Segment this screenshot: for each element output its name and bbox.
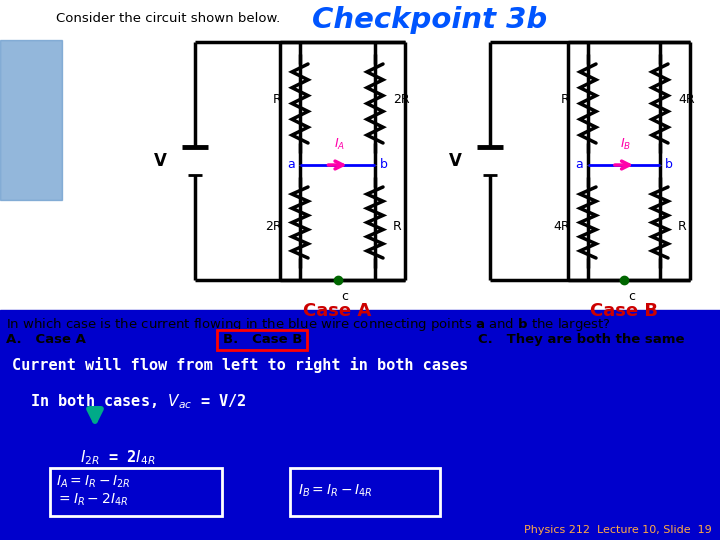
Bar (0, 40, 62, 200)
Text: A.   Case A: A. Case A (6, 333, 86, 346)
Text: R: R (678, 220, 687, 233)
Text: b: b (665, 158, 673, 171)
Bar (0, 310, 720, 540)
Bar (0, 0, 720, 310)
Text: C.   They are both the same: C. They are both the same (478, 333, 685, 346)
Text: Consider the circuit shown below.: Consider the circuit shown below. (56, 11, 280, 24)
Text: R: R (393, 220, 402, 233)
Text: $I_{2R}$ = 2$I_{4R}$: $I_{2R}$ = 2$I_{4R}$ (80, 448, 156, 467)
Text: 2R: 2R (393, 93, 410, 106)
Text: a: a (575, 158, 583, 171)
Text: Current will flow from left to right in both cases: Current will flow from left to right in … (12, 357, 468, 373)
Text: $I_{B}$: $I_{B}$ (621, 137, 631, 152)
Text: Case B: Case B (590, 302, 658, 320)
Bar (290, 468, 440, 516)
Text: V: V (449, 152, 462, 170)
Text: 2R: 2R (266, 220, 282, 233)
Text: Checkpoint 3b: Checkpoint 3b (312, 6, 548, 34)
Text: B.   Case B: B. Case B (223, 333, 302, 346)
Text: Case A: Case A (303, 302, 372, 320)
Bar (50, 468, 222, 516)
Text: $= I_R - 2I_{4R}$: $= I_R - 2I_{4R}$ (56, 492, 128, 508)
Text: 4R: 4R (554, 220, 570, 233)
Text: R: R (274, 93, 282, 106)
Text: In both cases, $V_{ac}$ = V/2: In both cases, $V_{ac}$ = V/2 (30, 392, 247, 411)
Text: $I_A = I_R - I_{2R}$: $I_A = I_R - I_{2R}$ (56, 474, 130, 490)
Text: $I_{A}$: $I_{A}$ (334, 137, 345, 152)
Text: V: V (153, 152, 166, 170)
Text: c: c (341, 290, 348, 303)
Text: R: R (562, 93, 570, 106)
Text: Physics 212  Lecture 10, Slide  19: Physics 212 Lecture 10, Slide 19 (524, 525, 712, 535)
Text: 4R: 4R (678, 93, 695, 106)
Text: b: b (380, 158, 388, 171)
Text: c: c (628, 290, 635, 303)
Text: In which case is the current flowing in the blue wire connecting points $\bf{a}$: In which case is the current flowing in … (6, 316, 611, 333)
Text: $I_B = I_R - I_{4R}$: $I_B = I_R - I_{4R}$ (298, 483, 372, 499)
Text: a: a (287, 158, 295, 171)
